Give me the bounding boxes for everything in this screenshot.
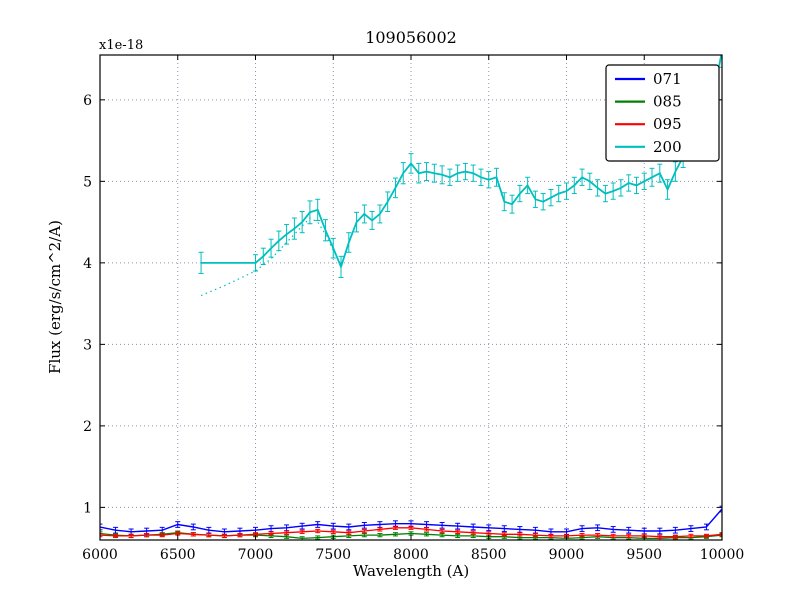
series-line-200-dotted bbox=[200, 217, 342, 297]
y-tick-label: 5 bbox=[83, 174, 92, 190]
legend-label: 200 bbox=[653, 138, 682, 156]
y-offset-label: x1e-18 bbox=[99, 38, 143, 53]
x-tick-label: 9000 bbox=[549, 547, 585, 563]
series-line-071 bbox=[100, 508, 722, 533]
series-line-095 bbox=[100, 527, 722, 538]
x-tick-label: 8000 bbox=[393, 547, 429, 563]
x-tick-label: 7500 bbox=[315, 547, 351, 563]
legend-label: 095 bbox=[653, 115, 682, 133]
legend-label: 071 bbox=[653, 70, 682, 88]
x-tick-label: 7000 bbox=[238, 547, 274, 563]
legend-entry-071: 071 bbox=[615, 70, 682, 88]
x-axis-label: Wavelength (A) bbox=[353, 562, 469, 580]
legend-box bbox=[605, 64, 720, 162]
x-tick-label: 9500 bbox=[626, 547, 662, 563]
y-tick-label: 6 bbox=[83, 93, 92, 109]
x-tick-label: 6500 bbox=[160, 547, 196, 563]
x-tick-label: 8500 bbox=[471, 547, 507, 563]
y-tick-label: 2 bbox=[83, 419, 92, 435]
legend: 071 085 095 200 bbox=[605, 64, 720, 162]
axes-layer: 6000 6500 7000 7500 8000 8500 9000 9500 10000 1 2 3… bbox=[82, 54, 745, 563]
x-tick-label: 10000 bbox=[700, 547, 745, 563]
chart-title: 109056002 bbox=[365, 28, 457, 47]
series-071 bbox=[100, 505, 722, 536]
x-tick-label: 6000 bbox=[82, 547, 118, 563]
series-200-dotted bbox=[200, 217, 342, 297]
y-tick-label: 1 bbox=[83, 500, 92, 516]
legend-label: 085 bbox=[653, 93, 682, 111]
series-line-200 bbox=[201, 55, 722, 270]
legend-entry-095: 095 bbox=[615, 115, 682, 133]
y-tick-label: 4 bbox=[83, 256, 92, 272]
y-tick-label: 3 bbox=[83, 337, 92, 353]
y-axis-label: Flux (erg/s/cm^2/A) bbox=[46, 220, 64, 374]
legend-entry-085: 085 bbox=[615, 93, 682, 111]
legend-entry-200: 200 bbox=[615, 138, 682, 156]
